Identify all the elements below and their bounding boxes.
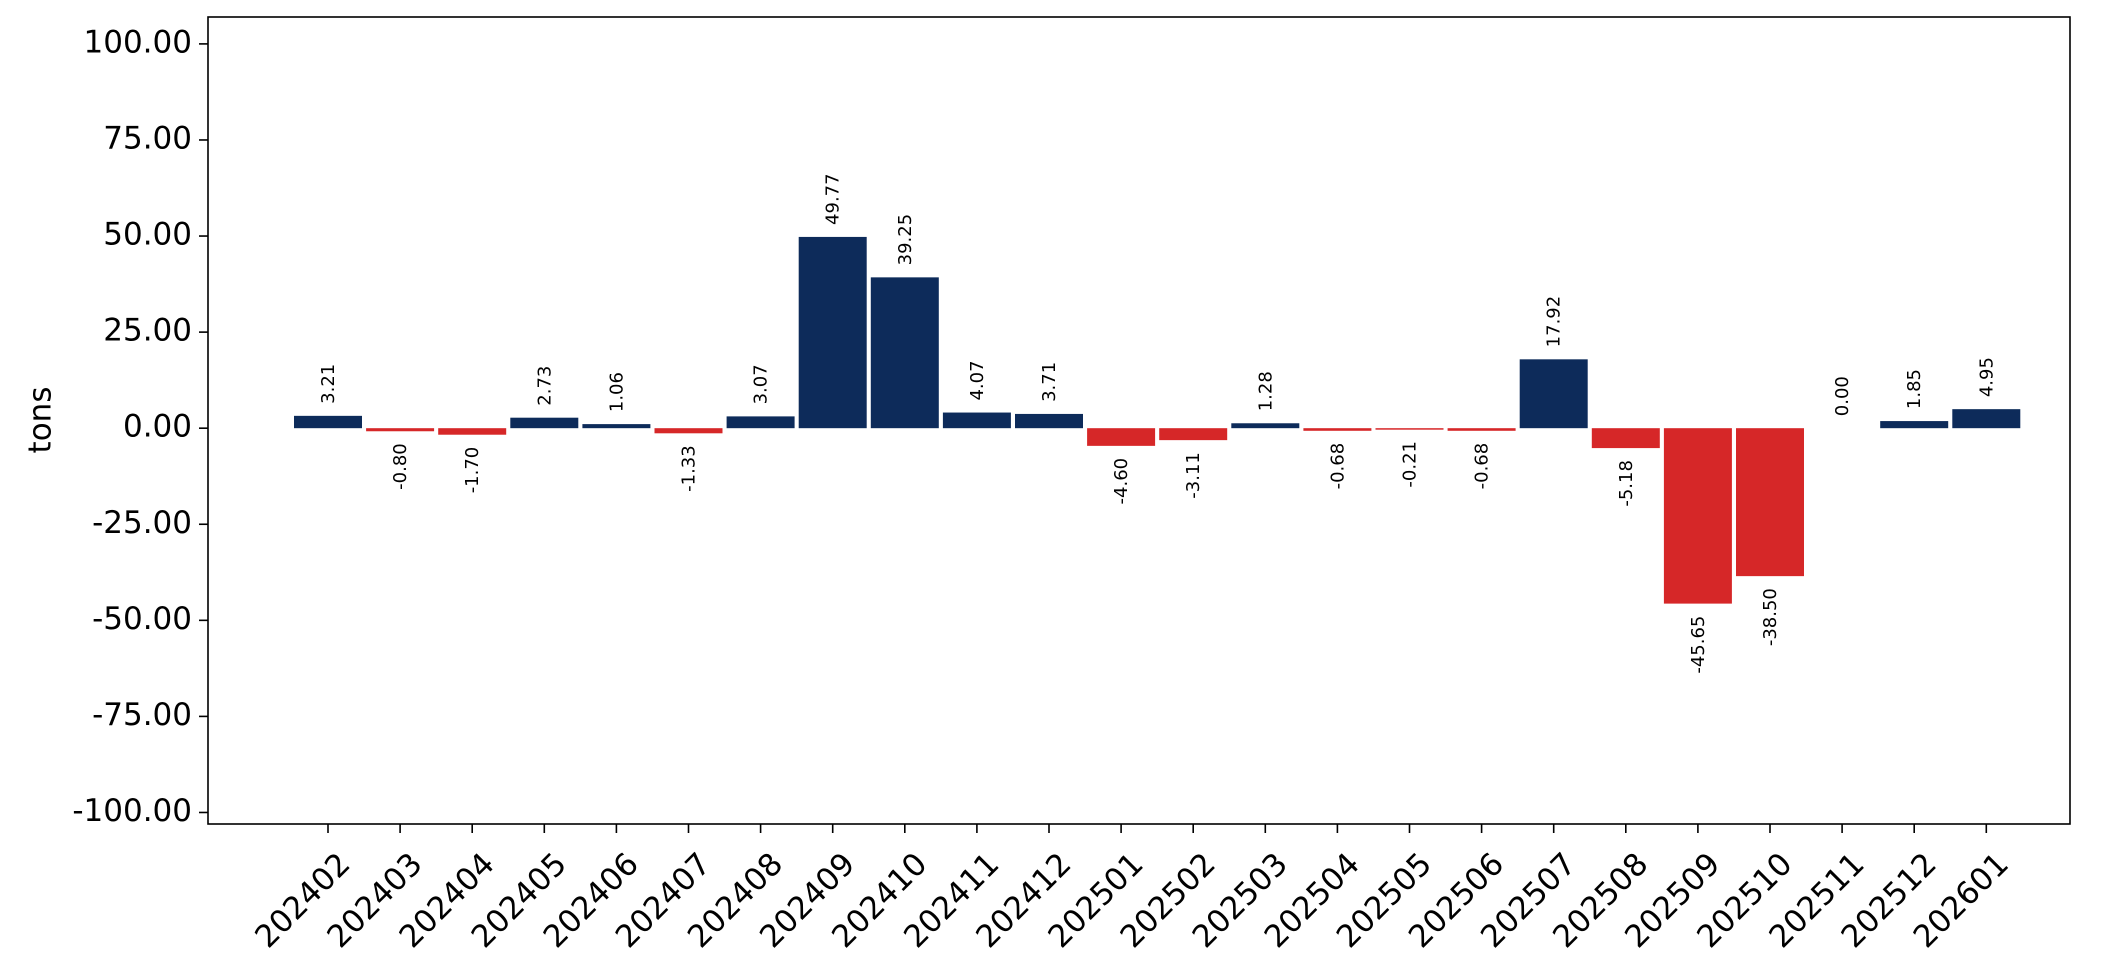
y-tick-label: 0.00 <box>123 409 192 445</box>
data-label: -0.68 <box>1472 443 1493 490</box>
bar <box>1880 421 1949 429</box>
bar <box>1375 428 1444 430</box>
bar <box>1736 428 1804 577</box>
bar <box>1591 428 1660 449</box>
data-label: -38.50 <box>1760 588 1781 646</box>
bar <box>1952 409 2021 429</box>
y-axis-title: tons <box>23 387 59 454</box>
bar <box>942 412 1011 429</box>
data-label: 4.07 <box>967 360 988 400</box>
data-label: -1.33 <box>679 445 700 492</box>
bar <box>726 416 795 429</box>
data-label: 49.77 <box>823 173 844 225</box>
bar <box>870 277 939 429</box>
y-tick-label: -75.00 <box>92 697 192 733</box>
plot-frame <box>207 16 2071 825</box>
bar <box>1519 359 1588 429</box>
data-label: 0.00 <box>1832 376 1853 416</box>
bar <box>1015 413 1083 429</box>
bar <box>1303 428 1372 431</box>
bar <box>1663 428 1732 604</box>
data-label: 3.07 <box>751 364 772 404</box>
bar <box>1447 428 1516 431</box>
data-label: -5.18 <box>1616 460 1637 507</box>
y-tick-label: 25.00 <box>103 313 192 349</box>
data-label: -4.60 <box>1111 458 1132 505</box>
bar <box>438 428 507 435</box>
bar <box>1087 428 1156 446</box>
bar <box>1159 428 1228 441</box>
data-label: 1.06 <box>606 372 627 412</box>
y-tick-label: -100.00 <box>72 793 192 829</box>
y-tick-label: 75.00 <box>103 120 192 156</box>
y-tick-label: 50.00 <box>103 217 192 253</box>
data-label: -0.21 <box>1400 441 1421 488</box>
bar <box>366 428 435 432</box>
data-label: -3.11 <box>1183 452 1204 499</box>
data-label: -0.80 <box>390 443 411 490</box>
bar <box>582 424 651 429</box>
bar <box>798 236 867 429</box>
data-label: 1.85 <box>1904 369 1925 409</box>
data-label: 1.28 <box>1255 371 1276 411</box>
data-label: 3.71 <box>1039 362 1060 402</box>
bar <box>510 417 579 429</box>
data-labels: 3.21 -0.80 -1.70 2.73 1.06 -1.33 3.07 49.77 39.2… <box>318 173 1997 673</box>
data-label: -0.68 <box>1327 443 1348 490</box>
y-tick-label: -50.00 <box>92 601 192 637</box>
y-axis: 100.00 75.00 50.00 25.00 0.00 -25.00 -50.00 -75… <box>72 24 208 829</box>
data-label: 2.73 <box>534 366 555 406</box>
data-label: 39.25 <box>895 214 916 266</box>
bar <box>1231 423 1300 429</box>
y-tick-label: 100.00 <box>84 24 192 60</box>
data-label: 4.95 <box>1976 357 1997 397</box>
data-label: 3.21 <box>318 364 339 404</box>
bars <box>294 236 2021 604</box>
data-label: -45.65 <box>1688 616 1709 674</box>
bar <box>294 415 362 429</box>
data-label: 17.92 <box>1544 296 1565 348</box>
x-axis: 2024022024032024042024052024062024072024… <box>248 824 2016 955</box>
y-tick-label: -25.00 <box>92 505 192 541</box>
bar <box>654 428 723 434</box>
data-label: -1.70 <box>462 447 483 494</box>
